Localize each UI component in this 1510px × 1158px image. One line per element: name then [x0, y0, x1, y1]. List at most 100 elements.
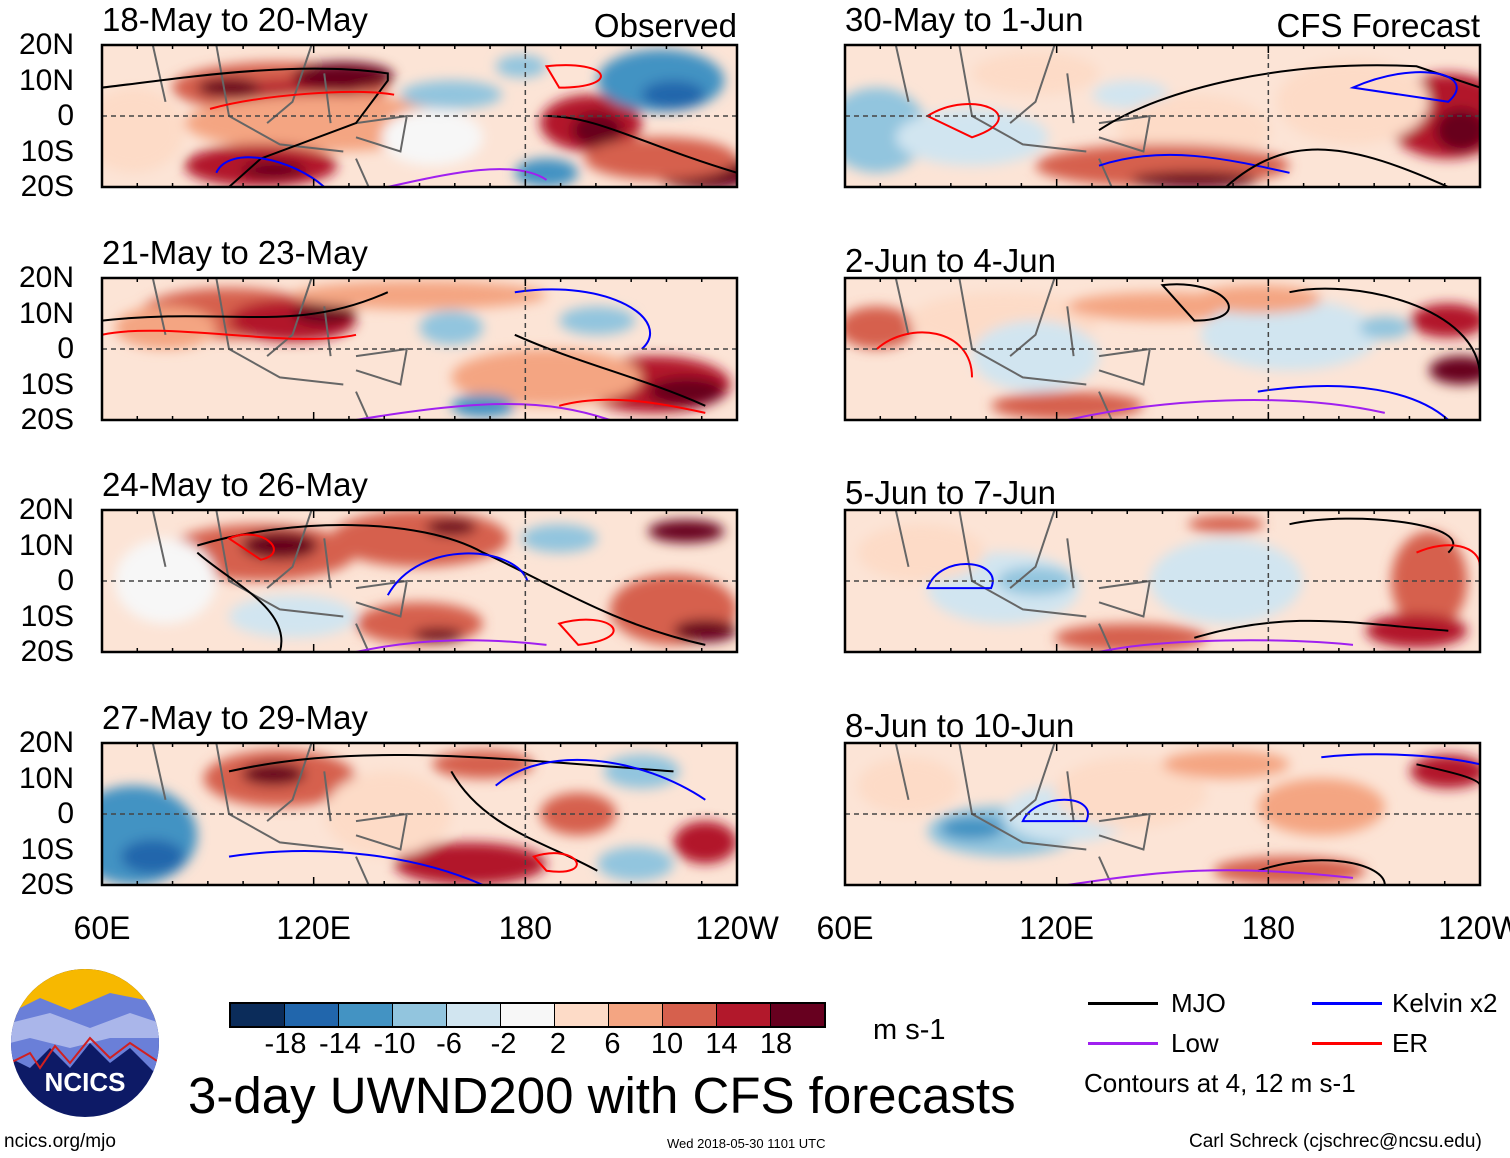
wave-contour: [514, 333, 706, 407]
lat-label: 20N: [18, 493, 74, 526]
wave-contour: [495, 758, 706, 801]
anomaly-region: [1054, 757, 1207, 829]
anomaly-region: [451, 394, 515, 418]
lon-label: 120W: [695, 910, 779, 946]
wave-contour: [1098, 64, 1480, 132]
wave-contour: [926, 563, 994, 590]
wave-contour: [209, 90, 395, 110]
colorbar: [229, 1002, 826, 1028]
legend-label-mjo: MJO: [1171, 988, 1226, 1018]
anomaly-region: [972, 320, 1099, 392]
anomaly-region: [991, 391, 1144, 420]
wave-contour: [228, 754, 674, 773]
colorbar-bin: [663, 1004, 717, 1026]
lat-label: 20S: [20, 170, 74, 203]
anomaly-region: [102, 87, 185, 173]
wave-contour: [102, 291, 389, 322]
lat-label: 10N: [18, 528, 74, 562]
panel-title: 5-Jun to 7-Jun: [845, 474, 1056, 511]
legend-swatch-low: [1088, 1042, 1158, 1045]
anomaly-region: [1194, 285, 1322, 314]
anomaly-region: [648, 519, 725, 543]
lat-label: 20N: [18, 261, 74, 294]
anomaly-region: [1162, 750, 1290, 779]
wave-contour: [1257, 385, 1449, 420]
anomaly-region: [381, 108, 484, 166]
lat-label: 10S: [20, 832, 74, 866]
coastline: [894, 510, 1152, 652]
anomaly-region: [432, 750, 534, 779]
anomaly-region: [1213, 856, 1366, 885]
wave-contour: [1289, 287, 1480, 378]
wave-contour: [102, 329, 357, 340]
colorbar-bin: [231, 1004, 285, 1026]
wave-contour: [1257, 859, 1386, 885]
anomaly-region: [857, 524, 985, 581]
anomaly-region: [641, 80, 706, 109]
anomaly-region: [540, 792, 617, 836]
wave-contour: [1349, 71, 1458, 103]
footer-url[interactable]: ncics.org/mjo: [4, 1131, 116, 1152]
legend-swatch-er: [1312, 1042, 1382, 1045]
wave-contour: [197, 524, 706, 646]
anomaly-region: [419, 310, 483, 345]
anomaly-region: [413, 627, 464, 643]
anomaly-region: [1054, 623, 1207, 652]
anomaly-region: [292, 280, 547, 310]
lon-label: 120W: [1438, 910, 1510, 946]
wave-contour: [925, 103, 1000, 139]
anomaly-region: [114, 306, 217, 349]
panel-source-tag: Observed: [593, 7, 737, 44]
wave-contour: [1194, 619, 1449, 639]
anomaly-region: [229, 595, 356, 638]
anomaly-region: [324, 771, 452, 857]
panel-source-tag: CFS Forecast: [1276, 7, 1480, 44]
anomaly-region: [597, 846, 674, 881]
anomaly-region: [1359, 316, 1411, 340]
footer-credit: Carl Schreck (cjschrec@ncsu.edu): [1189, 1131, 1482, 1152]
anomaly-region: [394, 842, 547, 885]
anomaly-region: [845, 306, 915, 349]
wave-contour: [558, 398, 706, 414]
wind-anomaly-map: [843, 508, 1482, 654]
colorbar-tick-label: 14: [705, 1028, 738, 1060]
colorbar-tick-label: 2: [549, 1028, 567, 1060]
lat-label: 20S: [20, 403, 74, 436]
lat-label: 10S: [20, 367, 74, 401]
anomaly-region: [1429, 356, 1480, 385]
logo-text: NCICS: [45, 1067, 126, 1097]
panel-title: 27-May to 29-May: [102, 699, 368, 736]
wave-contour: [355, 403, 611, 420]
colorbar-units: m s-1: [873, 1014, 946, 1046]
wave-contour: [102, 67, 389, 187]
colorbar-tick-label: -14: [319, 1028, 361, 1060]
lat-label: 20S: [20, 868, 74, 901]
colorbar-bin: [609, 1004, 663, 1026]
anomaly-region: [241, 161, 306, 179]
anomaly-region: [940, 816, 1004, 840]
colorbar-bin: [501, 1004, 555, 1026]
wave-contour: [226, 533, 275, 561]
anomaly-region: [673, 619, 737, 643]
wind-anomaly-map: [843, 741, 1482, 887]
colorbar-bin: [717, 1004, 771, 1026]
anomaly-region: [495, 54, 547, 78]
wave-contour: [387, 168, 548, 187]
footer-timestamp: Wed 2018-05-30 1101 UTC: [667, 1136, 826, 1151]
wave-contour: [1160, 283, 1230, 322]
anomaly-region: [559, 306, 636, 335]
anomaly-region: [197, 77, 261, 98]
lat-label: 0: [57, 332, 74, 365]
anomaly-region: [521, 524, 598, 553]
wave-contour: [1067, 869, 1354, 885]
anomaly-region: [584, 137, 737, 180]
lat-label: 10S: [20, 134, 74, 168]
wave-contour: [386, 552, 529, 596]
colorbar-tick-label: -2: [490, 1028, 517, 1060]
colorbar-bin: [447, 1004, 501, 1026]
logo-graphic: NCICS: [11, 969, 159, 1117]
lat-label: 20N: [18, 28, 74, 61]
anomaly-region: [451, 349, 642, 406]
wave-contour: [1098, 153, 1290, 174]
wave-contour: [196, 551, 283, 652]
